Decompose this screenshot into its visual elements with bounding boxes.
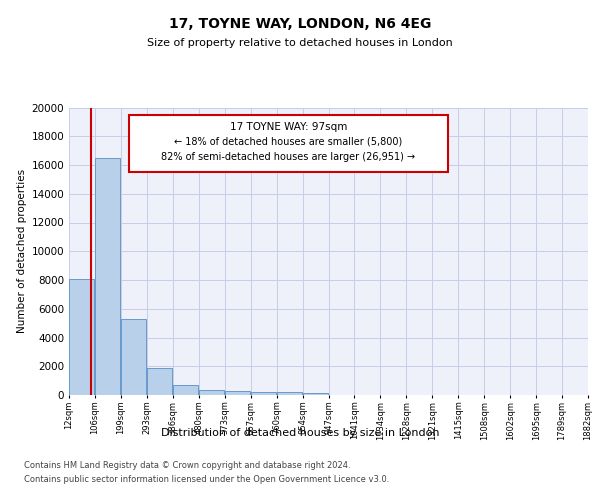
Bar	[173, 385, 198, 395]
Text: 82% of semi-detached houses are larger (26,951) →: 82% of semi-detached houses are larger (…	[161, 152, 415, 162]
Bar	[121, 319, 146, 395]
Bar	[69, 278, 94, 395]
Y-axis label: Number of detached properties: Number of detached properties	[17, 169, 27, 334]
Text: Size of property relative to detached houses in London: Size of property relative to detached ho…	[147, 38, 453, 48]
Text: Distribution of detached houses by size in London: Distribution of detached houses by size …	[161, 428, 439, 438]
Bar	[95, 158, 121, 395]
Bar	[277, 392, 302, 395]
Bar	[199, 390, 224, 395]
Bar	[251, 392, 276, 395]
Text: Contains public sector information licensed under the Open Government Licence v3: Contains public sector information licen…	[24, 474, 389, 484]
Text: 17, TOYNE WAY, LONDON, N6 4EG: 17, TOYNE WAY, LONDON, N6 4EG	[169, 18, 431, 32]
Bar	[225, 391, 250, 395]
Bar	[302, 393, 328, 395]
FancyBboxPatch shape	[128, 114, 448, 172]
Text: Contains HM Land Registry data © Crown copyright and database right 2024.: Contains HM Land Registry data © Crown c…	[24, 462, 350, 470]
Bar	[147, 368, 172, 395]
Text: ← 18% of detached houses are smaller (5,800): ← 18% of detached houses are smaller (5,…	[174, 136, 403, 146]
Text: 17 TOYNE WAY: 97sqm: 17 TOYNE WAY: 97sqm	[230, 122, 347, 132]
